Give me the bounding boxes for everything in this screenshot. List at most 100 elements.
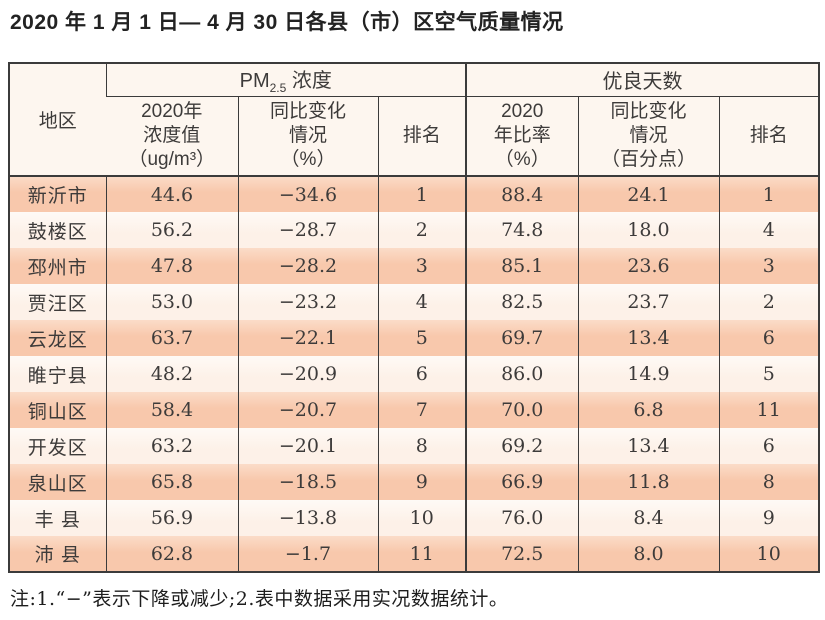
days-change-cell: 8.0 bbox=[577, 536, 719, 572]
header-region: 地区 bbox=[9, 63, 106, 177]
days-change-cell: 11.8 bbox=[577, 464, 719, 500]
pm-value-cell: 62.8 bbox=[105, 536, 238, 572]
days-ratio-cell: 86.0 bbox=[465, 356, 578, 392]
region-cell: 贾汪区 bbox=[27, 293, 88, 315]
header-days-rank: 排名 bbox=[718, 96, 820, 177]
pm-value-cell: 44.6 bbox=[105, 176, 238, 212]
pm-change-cell: −20.7 bbox=[237, 392, 378, 428]
pm-rank-cell: 9 bbox=[377, 464, 466, 500]
page-title: 2020 年 1 月 1 日— 4 月 30 日各县（市）区空气质量情况 bbox=[10, 11, 564, 34]
days-ratio-cell: 69.2 bbox=[465, 428, 578, 464]
days-ratio-cell: 74.8 bbox=[465, 212, 578, 248]
pm-change-cell: −20.1 bbox=[237, 428, 378, 464]
days-rank-cell: 1 bbox=[718, 176, 820, 212]
table-body: 新沂市 44.6 −34.6 1 88.4 24.1 1 鼓楼区 56.2 −2… bbox=[9, 176, 820, 572]
days-change-cell: 18.0 bbox=[577, 212, 719, 248]
pm-value-cell: 65.8 bbox=[105, 464, 238, 500]
pm-value-cell: 58.4 bbox=[105, 392, 238, 428]
header-pm-group: PM2.5 浓度 bbox=[105, 63, 466, 97]
header-sub-row: 2020年 浓度值 （ug/m³） 同比变化 情况 （%） 排名 2020 年比… bbox=[9, 96, 820, 177]
pm-rank-cell: 11 bbox=[377, 536, 466, 572]
pm-change-cell: −1.7 bbox=[237, 536, 378, 572]
region-cell: 睢宁县 bbox=[27, 365, 88, 387]
pm-rank-cell: 8 bbox=[377, 428, 466, 464]
pm-subscript: 2.5 bbox=[269, 81, 287, 96]
days-change-cell: 23.6 bbox=[577, 248, 719, 284]
days-ratio-cell: 66.9 bbox=[465, 464, 578, 500]
region-cell: 新沂市 bbox=[27, 186, 88, 207]
pm-change-cell: −13.8 bbox=[237, 500, 378, 536]
pm-rank-cell: 7 bbox=[377, 392, 466, 428]
air-quality-table: 地区 PM2.5 浓度 优良天数 2020年 浓度值 （ug/m³） 同比变化 … bbox=[8, 62, 821, 573]
pm-rank-cell: 5 bbox=[377, 320, 466, 356]
pm-value-cell: 56.2 bbox=[105, 212, 238, 248]
table-row: 沛 县 62.8 −1.7 11 72.5 8.0 10 bbox=[9, 536, 820, 572]
days-ratio-cell: 76.0 bbox=[465, 500, 578, 536]
region-cell: 铜山区 bbox=[27, 401, 88, 423]
pm-change-cell: −22.1 bbox=[237, 320, 378, 356]
table-row: 邳州市 47.8 −28.2 3 85.1 23.6 3 bbox=[9, 248, 820, 284]
days-change-cell: 13.4 bbox=[577, 428, 719, 464]
pm-rank-cell: 10 bbox=[377, 500, 466, 536]
days-change-cell: 6.8 bbox=[577, 392, 719, 428]
days-rank-cell: 10 bbox=[718, 536, 820, 572]
header-days-ratio: 2020 年比率 （%） bbox=[465, 96, 578, 177]
region-cell: 沛 县 bbox=[34, 545, 81, 566]
pm-change-cell: −20.9 bbox=[237, 356, 378, 392]
table-header: 地区 PM2.5 浓度 优良天数 2020年 浓度值 （ug/m³） 同比变化 … bbox=[9, 63, 820, 177]
days-rank-cell: 6 bbox=[718, 428, 820, 464]
pm-rank-cell: 4 bbox=[377, 284, 466, 320]
days-ratio-cell: 72.5 bbox=[465, 536, 578, 572]
region-cell: 丰 县 bbox=[34, 509, 81, 531]
header-group-row: 地区 PM2.5 浓度 优良天数 bbox=[9, 63, 820, 177]
region-cell: 泉山区 bbox=[27, 473, 88, 495]
days-change-cell: 23.7 bbox=[577, 284, 719, 320]
table-row: 丰 县 56.9 −13.8 10 76.0 8.4 9 bbox=[9, 500, 820, 536]
pm-value-cell: 63.2 bbox=[105, 428, 238, 464]
pm-value-cell: 47.8 bbox=[105, 248, 238, 284]
pm-rank-cell: 2 bbox=[377, 212, 466, 248]
days-rank-cell: 2 bbox=[718, 284, 820, 320]
pm-value-cell: 63.7 bbox=[105, 320, 238, 356]
pm-label-suffix: 浓度 bbox=[286, 70, 332, 93]
region-cell: 鼓楼区 bbox=[27, 221, 88, 243]
days-ratio-cell: 85.1 bbox=[465, 248, 578, 284]
table-row: 云龙区 63.7 −22.1 5 69.7 13.4 6 bbox=[9, 320, 820, 356]
pm-value-cell: 53.0 bbox=[105, 284, 238, 320]
header-days-change: 同比变化 情况 （百分点） bbox=[577, 96, 719, 177]
days-ratio-cell: 82.5 bbox=[465, 284, 578, 320]
pm-change-cell: −23.2 bbox=[237, 284, 378, 320]
days-rank-cell: 8 bbox=[718, 464, 820, 500]
pm-change-cell: −34.6 bbox=[237, 176, 378, 212]
days-ratio-cell: 88.4 bbox=[465, 176, 578, 212]
region-cell: 开发区 bbox=[27, 437, 88, 459]
pm-change-cell: −18.5 bbox=[237, 464, 378, 500]
table-row: 铜山区 58.4 −20.7 7 70.0 6.8 11 bbox=[9, 392, 820, 428]
days-change-cell: 14.9 bbox=[577, 356, 719, 392]
days-change-cell: 24.1 bbox=[577, 176, 719, 212]
pm-rank-cell: 1 bbox=[377, 176, 466, 212]
table-row: 开发区 63.2 −20.1 8 69.2 13.4 6 bbox=[9, 428, 820, 464]
table-row: 新沂市 44.6 −34.6 1 88.4 24.1 1 bbox=[9, 176, 820, 212]
days-rank-cell: 9 bbox=[718, 500, 820, 536]
pm-rank-cell: 6 bbox=[377, 356, 466, 392]
days-ratio-cell: 70.0 bbox=[465, 392, 578, 428]
table-row: 睢宁县 48.2 −20.9 6 86.0 14.9 5 bbox=[9, 356, 820, 392]
pm-change-cell: −28.7 bbox=[237, 212, 378, 248]
region-cell: 云龙区 bbox=[27, 329, 88, 351]
days-ratio-cell: 69.7 bbox=[465, 320, 578, 356]
pm-change-cell: −28.2 bbox=[237, 248, 378, 284]
days-change-cell: 8.4 bbox=[577, 500, 719, 536]
days-rank-cell: 4 bbox=[718, 212, 820, 248]
table-row: 贾汪区 53.0 −23.2 4 82.5 23.7 2 bbox=[9, 284, 820, 320]
table-row: 鼓楼区 56.2 −28.7 2 74.8 18.0 4 bbox=[9, 212, 820, 248]
region-cell: 邳州市 bbox=[27, 257, 88, 279]
pm-label-prefix: PM bbox=[239, 70, 270, 93]
pm-rank-cell: 3 bbox=[377, 248, 466, 284]
days-rank-cell: 11 bbox=[718, 392, 820, 428]
header-pm-value: 2020年 浓度值 （ug/m³） bbox=[106, 96, 238, 177]
days-rank-cell: 5 bbox=[718, 356, 820, 392]
days-rank-cell: 3 bbox=[718, 248, 820, 284]
pm-value-cell: 48.2 bbox=[105, 356, 238, 392]
